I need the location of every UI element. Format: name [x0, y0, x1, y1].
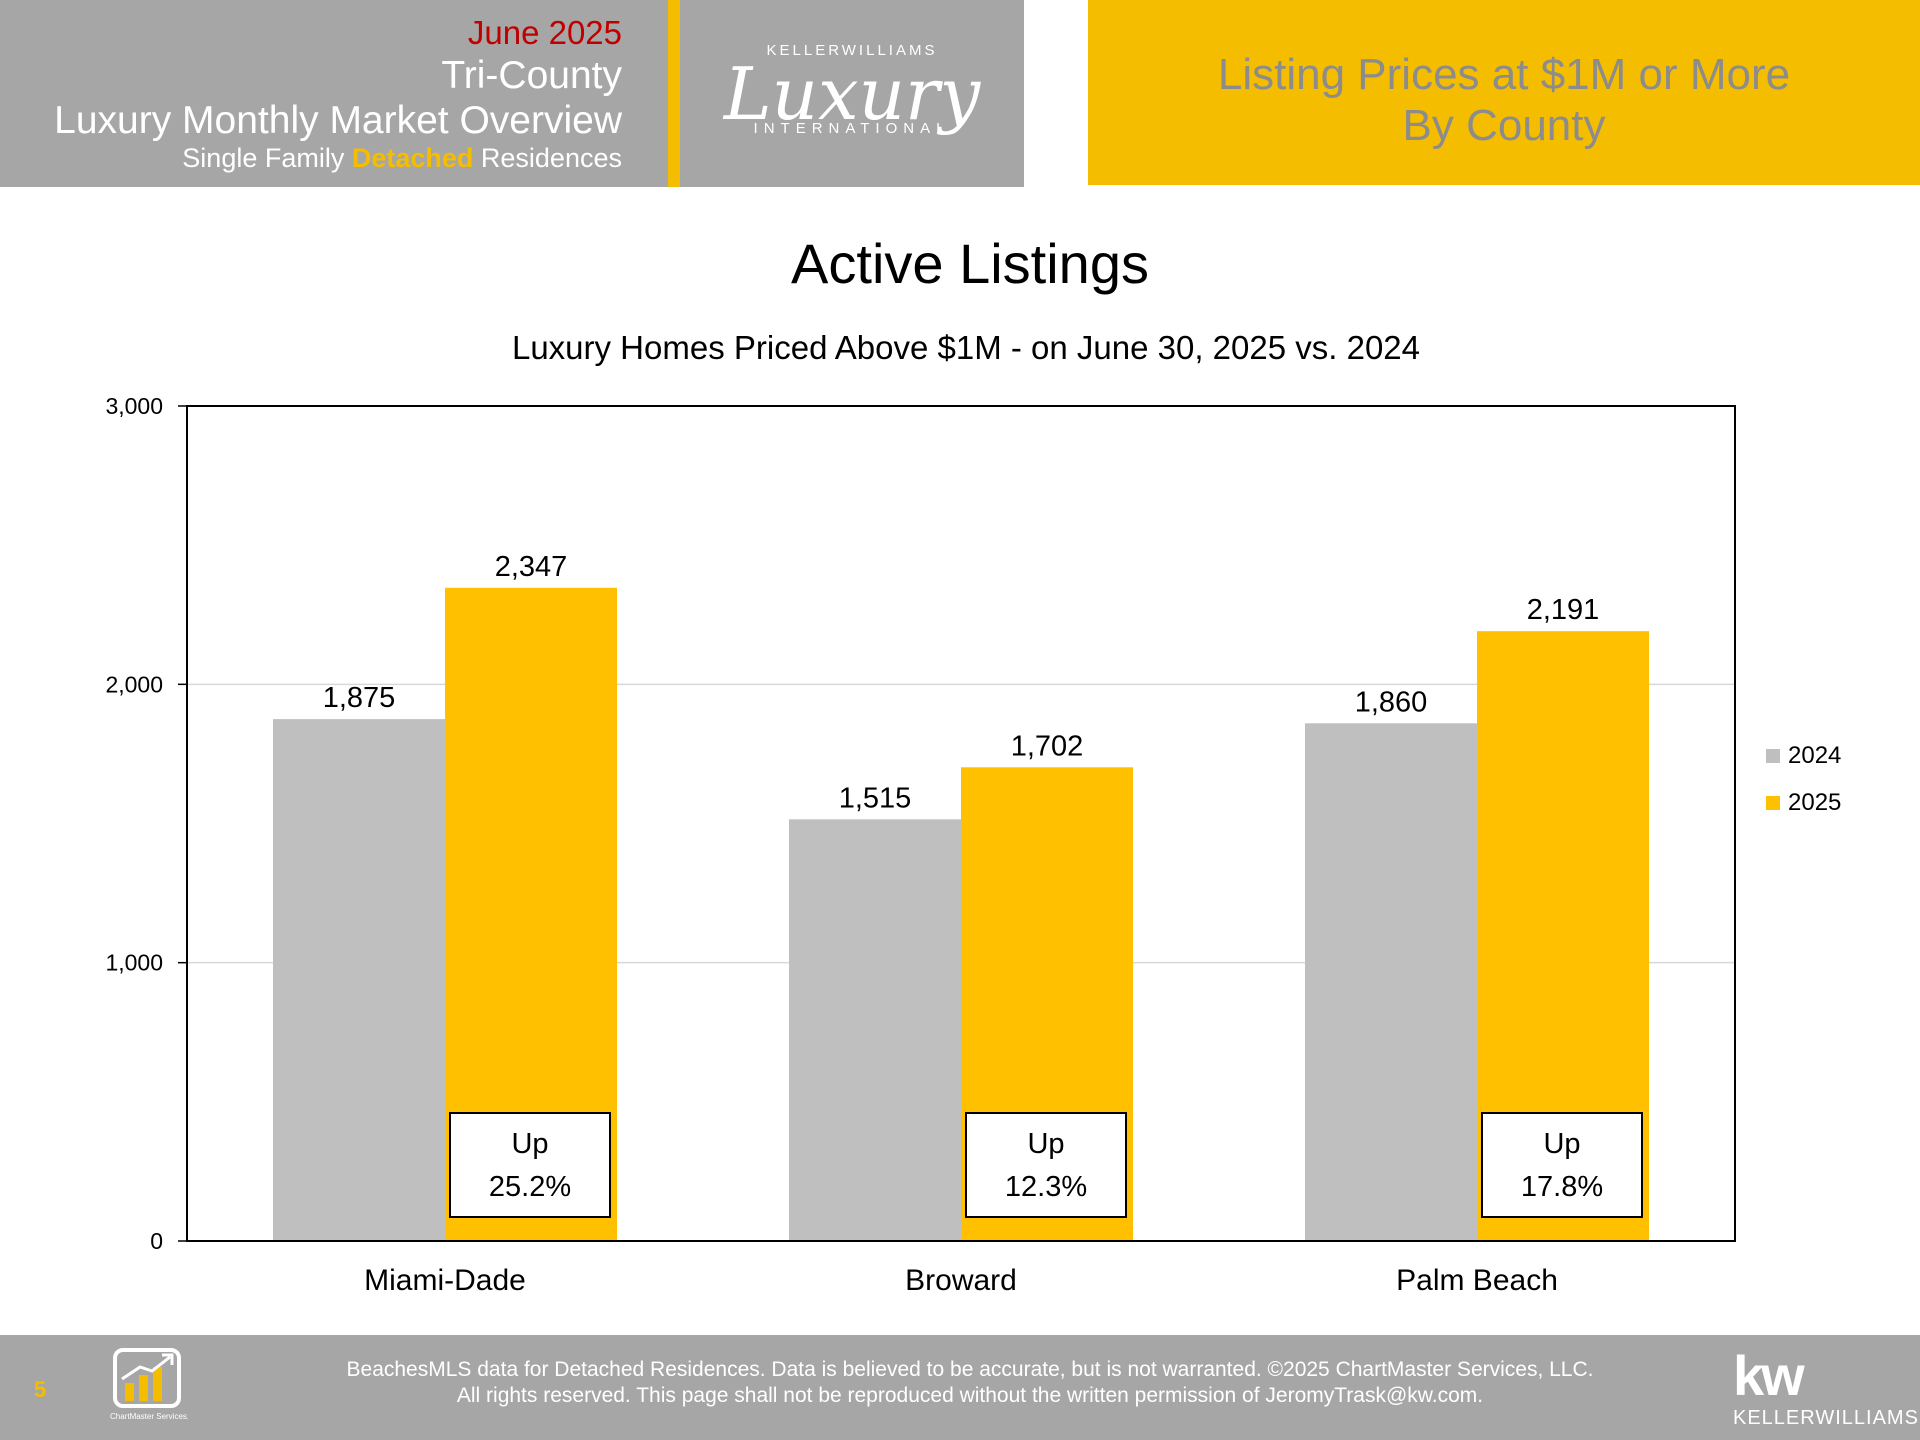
- kw-luxury-logo: KELLERWILLIAMS Luxury INTERNATIONAL: [680, 0, 1024, 187]
- y-tick-label: 0: [150, 1228, 163, 1254]
- chart-title: Active Listings: [791, 232, 1149, 295]
- report-subtitle: Single Family Detached Residences: [182, 143, 622, 174]
- bar-2024-broward: [789, 819, 961, 1241]
- subtitle-pre: Single Family: [182, 143, 352, 173]
- logo-sub: INTERNATIONAL: [753, 120, 951, 137]
- change-annotation-label: Up: [1543, 1128, 1580, 1160]
- plot-border: [186, 405, 1736, 1242]
- data-label: 1,875: [323, 682, 396, 714]
- chartmaster-logo: ChartMaster Services, LLC: [110, 1348, 188, 1421]
- legend-label: 2024: [1788, 742, 1841, 769]
- cm-logo-text: ChartMaster Services, LLC: [110, 1412, 188, 1421]
- kw-logo-mark: kw: [1733, 1344, 1805, 1407]
- data-label: 2,191: [1527, 594, 1600, 626]
- footer-rights: All rights reserved. This page shall not…: [456, 1384, 1484, 1407]
- chart-subtitle: Luxury Homes Priced Above $1M - on June …: [512, 329, 1420, 366]
- y-tick-label: 2,000: [105, 671, 163, 697]
- subtitle-post: Residences: [473, 143, 622, 173]
- change-annotation-box: [965, 1112, 1127, 1218]
- logo-brand: KELLERWILLIAMS: [766, 42, 938, 59]
- bar-chart: Active Listings Luxury Homes Priced Above…: [105, 232, 1841, 1297]
- change-annotation-value: 25.2%: [489, 1171, 571, 1203]
- change-annotation-box: [1481, 1112, 1643, 1218]
- header-panel: June 2025 Tri-County Luxury Monthly Mark…: [0, 0, 668, 187]
- change-annotation-box: [449, 1112, 611, 1218]
- legend-swatch: [1766, 796, 1780, 810]
- banner-line1: Listing Prices at $1M or More: [1217, 50, 1791, 99]
- data-label: 1,860: [1355, 686, 1428, 718]
- bar-2024-miami-dade: [273, 719, 445, 1241]
- logo-script: Luxury: [723, 52, 981, 136]
- header-gold-stripe: [668, 0, 680, 187]
- banner: Listing Prices at $1M or More By County: [1088, 0, 1920, 185]
- x-tick-label: Broward: [905, 1264, 1017, 1297]
- footer: 5 ChartMaster Services, LLC BeachesMLS d…: [0, 1335, 1920, 1440]
- subtitle-accent: Detached: [351, 143, 474, 173]
- data-label: 1,702: [1011, 730, 1084, 762]
- x-tick-label: Palm Beach: [1396, 1264, 1558, 1297]
- kw-logo-text: KELLERWILLIAMS.: [1733, 1407, 1920, 1429]
- change-annotation-label: Up: [1027, 1128, 1064, 1160]
- change-annotation-label: Up: [511, 1128, 548, 1160]
- legend-swatch: [1766, 749, 1780, 763]
- kw-logo: kw KELLERWILLIAMS.: [1733, 1343, 1920, 1433]
- report-title: Luxury Monthly Market Overview: [54, 99, 622, 142]
- y-tick-label: 1,000: [105, 950, 163, 976]
- footer-disclaimer: BeachesMLS data for Detached Residences.…: [346, 1358, 1594, 1381]
- page-number: 5: [34, 1377, 47, 1402]
- report-region: Tri-County: [441, 54, 622, 97]
- data-label: 2,347: [495, 551, 568, 583]
- x-tick-label: Miami-Dade: [364, 1264, 526, 1297]
- report-date: June 2025: [467, 14, 622, 51]
- banner-line2: By County: [1402, 101, 1606, 150]
- change-annotation-value: 17.8%: [1521, 1171, 1603, 1203]
- legend-label: 2025: [1788, 789, 1841, 816]
- bar-2024-palm-beach: [1305, 723, 1477, 1241]
- change-annotation-value: 12.3%: [1005, 1171, 1087, 1203]
- data-label: 1,515: [839, 782, 912, 814]
- y-tick-label: 3,000: [105, 393, 163, 419]
